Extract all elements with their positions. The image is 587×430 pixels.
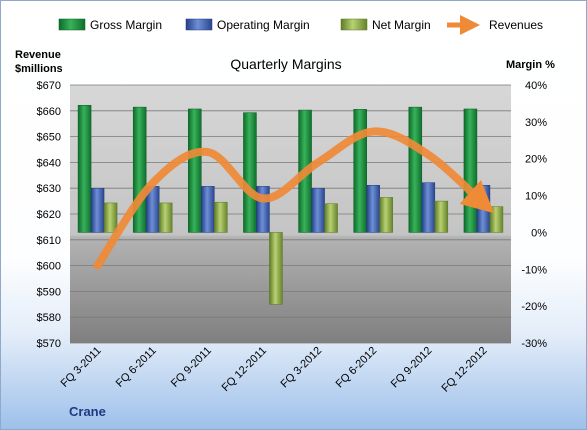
right-axis-title: Margin % [506, 59, 555, 71]
left-axis-ticks: $670 $660 $650 $640 $630 $620 $610 $600 $590 $580… [37, 80, 61, 350]
bar-net-margin-fq-9-2012 [434, 200, 449, 233]
x-tick-label: FQ 9-2012 [389, 345, 435, 391]
legend-item-gross-margin: Gross Margin [58, 18, 162, 32]
left-tick-label: $630 [37, 183, 61, 195]
bar-operating-margin-fq-9-2011 [201, 186, 215, 233]
left-tick-label: $600 [37, 261, 61, 273]
legend-swatch-operating-margin [185, 18, 213, 31]
bar-net-margin-fq-3-2011 [103, 202, 118, 233]
legend: Gross Margin Operating Margin Net Margin… [58, 15, 543, 35]
legend-swatch-net-margin [340, 18, 368, 31]
left-axis-title-line1: Revenue [15, 49, 61, 61]
legend-swatch-gross-margin [58, 18, 86, 31]
x-tick-label: FQ 6-2011 [114, 345, 159, 390]
legend-item-operating-margin: Operating Margin [185, 18, 310, 32]
bar-operating-margin-fq-3-2011 [90, 187, 105, 233]
right-tick-label: -10% [521, 264, 547, 276]
left-tick-label: $570 [37, 338, 61, 350]
left-tick-label: $640 [37, 157, 61, 169]
legend-label-net-margin: Net Margin [372, 18, 431, 32]
right-tick-label: 30% [525, 117, 547, 129]
x-tick-label: FQ 3-2012 [279, 345, 325, 391]
x-axis-ticks: FQ 3-2011 FQ 6-2011 FQ 9-2011 FQ 12-2011 FQ … [59, 345, 490, 395]
legend-label-gross-margin: Gross Margin [90, 18, 162, 32]
bar-operating-margin-fq-6-2012 [366, 185, 380, 233]
bar-net-margin-fq-9-2011 [214, 201, 228, 233]
bar-net-margin-fq-6-2011 [158, 202, 173, 233]
bar-net-margin-fq-6-2012 [379, 197, 393, 233]
left-tick-label: $610 [37, 235, 61, 247]
left-tick-label: $590 [37, 286, 61, 298]
bar-gross-margin-fq-12-2011 [243, 112, 257, 233]
bar-net-margin-fq-12-2012 [489, 206, 504, 233]
x-tick-label: FQ 12-2011 [220, 345, 269, 394]
x-tick-label: FQ 12-2012 [440, 345, 490, 395]
right-tick-label: 20% [525, 154, 547, 166]
x-tick-label: FQ 9-2011 [169, 345, 214, 390]
bar-operating-margin-fq-12-2012 [476, 185, 491, 233]
bar-gross-margin-fq-6-2012 [353, 109, 367, 233]
legend-label-operating-margin: Operating Margin [217, 18, 310, 32]
x-tick-label: FQ 6-2012 [334, 345, 380, 391]
legend-item-revenues: Revenues [447, 15, 543, 35]
left-axis-title-line2: $millions [15, 63, 63, 75]
right-tick-label: 40% [525, 80, 547, 92]
bar-net-margin-fq-3-2012 [324, 203, 338, 233]
right-tick-label: 0% [531, 227, 547, 239]
right-tick-label: 10% [525, 191, 547, 203]
bar-gross-margin-fq-9-2011 [188, 108, 202, 233]
bar-operating-margin-fq-3-2012 [311, 187, 325, 233]
bar-gross-margin-fq-12-2012 [463, 108, 478, 233]
bar-gross-margin-fq-9-2012 [408, 106, 423, 233]
legend-item-net-margin: Net Margin [340, 18, 431, 32]
left-tick-label: $660 [37, 106, 61, 118]
bar-net-margin-fq-12-2011 [269, 232, 283, 305]
legend-label-revenues: Revenues [489, 18, 543, 32]
left-tick-label: $670 [37, 80, 61, 92]
company-label: Crane [69, 404, 106, 419]
bar-gross-margin-fq-6-2011 [132, 106, 147, 233]
left-tick-label: $580 [37, 312, 61, 324]
right-tick-label: -30% [521, 338, 547, 350]
x-tick-label: FQ 3-2011 [59, 345, 104, 390]
left-tick-label: $620 [37, 209, 61, 221]
right-tick-label: -20% [521, 301, 547, 313]
chart-title: Quarterly Margins [230, 56, 341, 72]
right-axis-ticks: 40% 30% 20% 10% 0% -10% -20% -30% [521, 80, 547, 350]
left-tick-label: $650 [37, 132, 61, 144]
revenue-layer [93, 127, 495, 270]
bar-operating-margin-fq-9-2012 [421, 182, 436, 233]
bar-gross-margin-fq-3-2011 [77, 105, 92, 233]
